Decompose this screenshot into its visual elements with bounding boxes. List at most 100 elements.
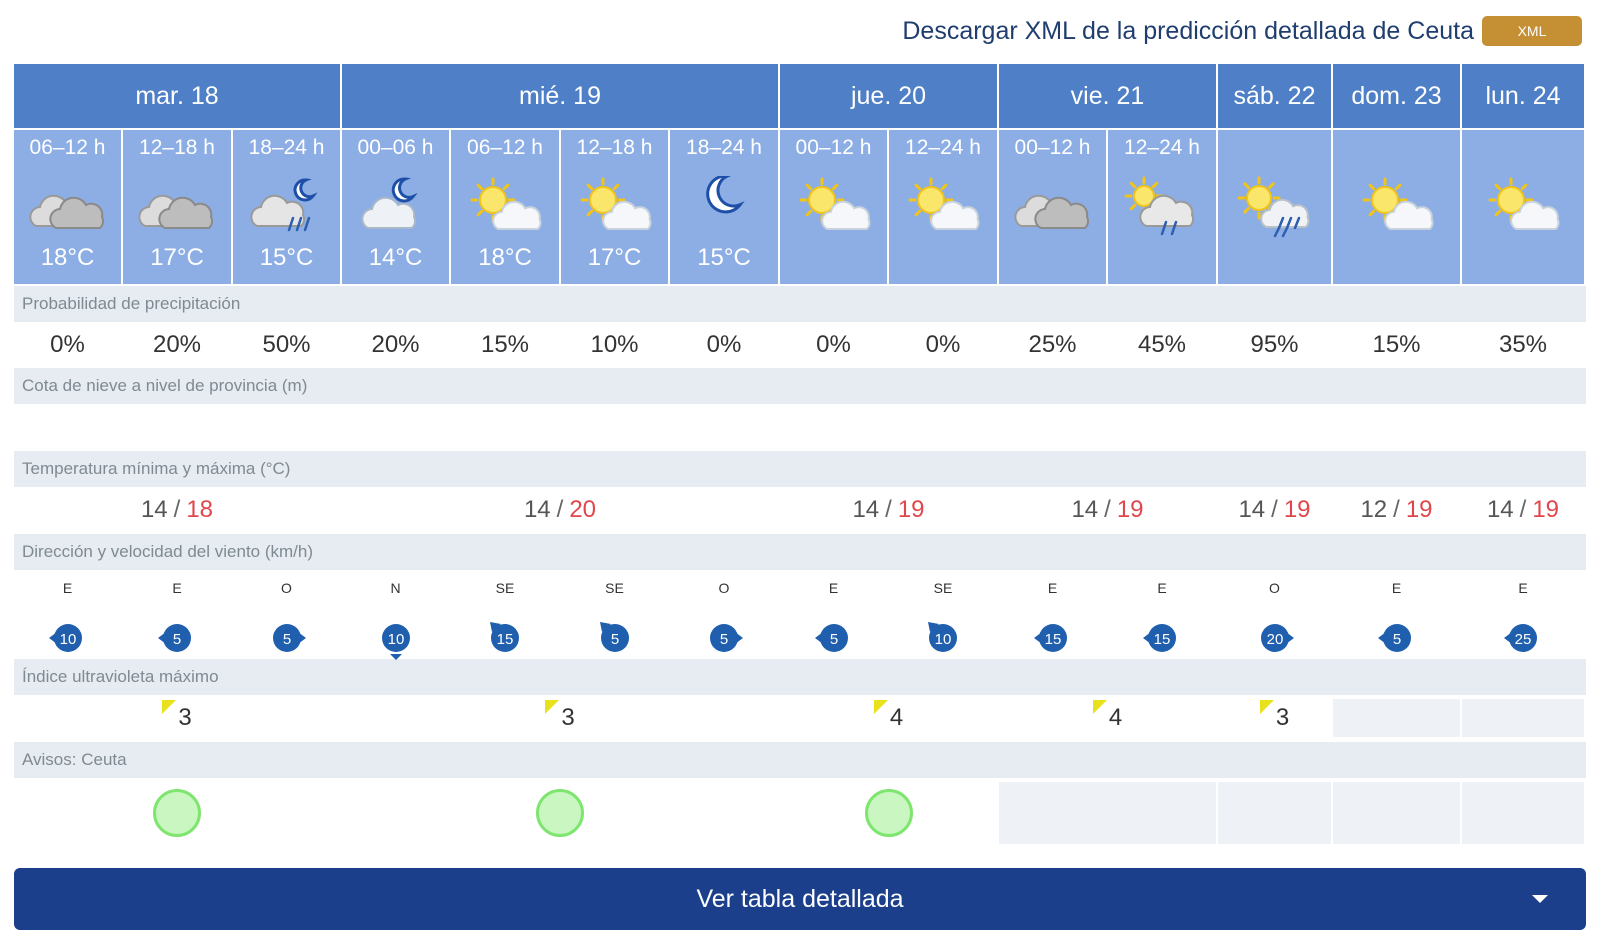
svg-text:15: 15 (1154, 631, 1171, 648)
caret-down-icon (1532, 895, 1548, 903)
wind-arrow-icon: 10 (36, 606, 100, 660)
uv-flag-icon (873, 700, 888, 714)
precip-value: 45% (1108, 326, 1216, 364)
uv-cell: 3 (14, 699, 340, 737)
wind-cell: SE 10 (889, 574, 997, 656)
snow-level-cell (1333, 408, 1460, 446)
wind-cell: E 10 (14, 574, 121, 656)
sun-cloud-icon (1355, 176, 1439, 238)
period-temperature: 18°C (478, 244, 532, 271)
wind-arrow-icon: 15 (1130, 606, 1194, 660)
sun-cloud-icon (573, 176, 657, 238)
warning-status-green-icon[interactable] (536, 789, 584, 837)
warning-cell (999, 782, 1216, 844)
temp-max: 19 (1532, 496, 1560, 523)
temp-range: 14/19 (780, 491, 997, 529)
period-cell (1462, 130, 1584, 284)
warning-status-green-icon[interactable] (153, 789, 201, 837)
uv-cell: 3 (342, 699, 778, 737)
precip-value: 10% (561, 326, 668, 364)
period-temperature: 14°C (368, 244, 423, 271)
cloudy-icon (1011, 176, 1095, 238)
temp-min: 14 (852, 496, 880, 523)
warning-cell[interactable] (342, 782, 778, 844)
uv-flag-icon (545, 700, 560, 714)
precip-value: 15% (1333, 326, 1460, 364)
sun-cloud-icon (1481, 176, 1565, 238)
temp-max: 18 (186, 496, 214, 523)
snow-level-cell (233, 408, 340, 446)
period-temperature: 17°C (150, 244, 204, 271)
xml-download-link[interactable]: Descargar XML de la predicción detallada… (902, 16, 1474, 45)
precip-value: 0% (780, 326, 887, 364)
xml-badge-button[interactable]: XML (1482, 16, 1582, 46)
svg-text:5: 5 (829, 631, 837, 648)
period-label: 18–24 h (686, 136, 762, 159)
uv-index: 4 (1092, 700, 1122, 732)
sun-cloud-icon (463, 176, 547, 238)
wind-cell: SE 15 (451, 574, 559, 656)
svg-text:10: 10 (935, 631, 952, 648)
period-cell (1333, 130, 1460, 284)
day-header: mar. 18 (14, 64, 340, 128)
temp-max: 20 (569, 496, 597, 523)
day-header: jue. 20 (780, 64, 997, 128)
period-temperature: 17°C (587, 244, 642, 271)
wind-arrow-icon: 5 (145, 606, 209, 660)
moon-icon (682, 174, 766, 238)
temp-min: 12 (1360, 496, 1388, 523)
period-cell: 00–12 h (780, 130, 887, 284)
period-label: 00–06 h (357, 136, 434, 159)
wind-arrow-icon: 5 (802, 606, 866, 660)
detailed-table-button[interactable]: Ver tabla detallada (14, 868, 1586, 930)
wind-arrow-icon: 15 (1021, 606, 1085, 660)
uv-cell (1333, 699, 1460, 737)
svg-text:10: 10 (59, 631, 76, 648)
period-label: 12–18 h (139, 136, 215, 159)
temp-separator: / (1271, 496, 1278, 523)
snow-level-cell (780, 408, 887, 446)
snow-level-cell (561, 408, 668, 446)
wind-arrow-icon: 5 (255, 606, 319, 660)
detailed-table-label: Ver tabla detallada (696, 884, 904, 913)
precip-value: 95% (1218, 326, 1331, 364)
svg-text:25: 25 (1515, 631, 1532, 648)
period-cell: 18–24 h 15°C (670, 130, 778, 284)
wind-direction: E (62, 580, 73, 596)
wind-cell: O 20 (1218, 574, 1331, 656)
wind-cell: SE 5 (561, 574, 668, 656)
temp-separator: / (556, 496, 564, 523)
period-label: 00–12 h (795, 136, 872, 159)
precip-value: 20% (342, 326, 449, 364)
snow-level-cell (1218, 408, 1331, 446)
period-label: 12–24 h (905, 136, 981, 159)
cloudy-icon (26, 176, 110, 238)
wind-direction: SE (495, 580, 515, 596)
sun-cloud-rain-icon (1120, 176, 1204, 238)
warning-cell[interactable] (14, 782, 340, 844)
snow-level-cell (999, 408, 1106, 446)
uv-index: 4 (873, 700, 903, 732)
uv-cell (1462, 699, 1584, 737)
uv-index: 3 (1259, 700, 1289, 732)
period-label: 12–24 h (1124, 136, 1200, 159)
uv-flag-icon (1092, 700, 1107, 714)
sun-cloud-icon (792, 176, 876, 238)
uv-cell: 4 (780, 699, 997, 737)
warning-cell[interactable] (780, 782, 997, 844)
warning-status-green-icon[interactable] (864, 789, 913, 837)
precip-value: 25% (999, 326, 1106, 364)
svg-text:10: 10 (387, 631, 404, 648)
svg-text:20: 20 (1266, 631, 1283, 648)
temp-separator: / (1393, 496, 1400, 523)
svg-text:15: 15 (497, 631, 514, 648)
temp-separator: / (1104, 496, 1111, 523)
period-cell: 00–12 h (999, 130, 1106, 284)
wind-arrow-icon: 5 (692, 606, 756, 660)
period-cell: 12–18 h 17°C (123, 130, 231, 284)
snow-level-cell (1462, 408, 1584, 446)
svg-text:5: 5 (282, 631, 290, 648)
wind-direction: E (828, 580, 839, 596)
day-header: vie. 21 (999, 64, 1216, 128)
